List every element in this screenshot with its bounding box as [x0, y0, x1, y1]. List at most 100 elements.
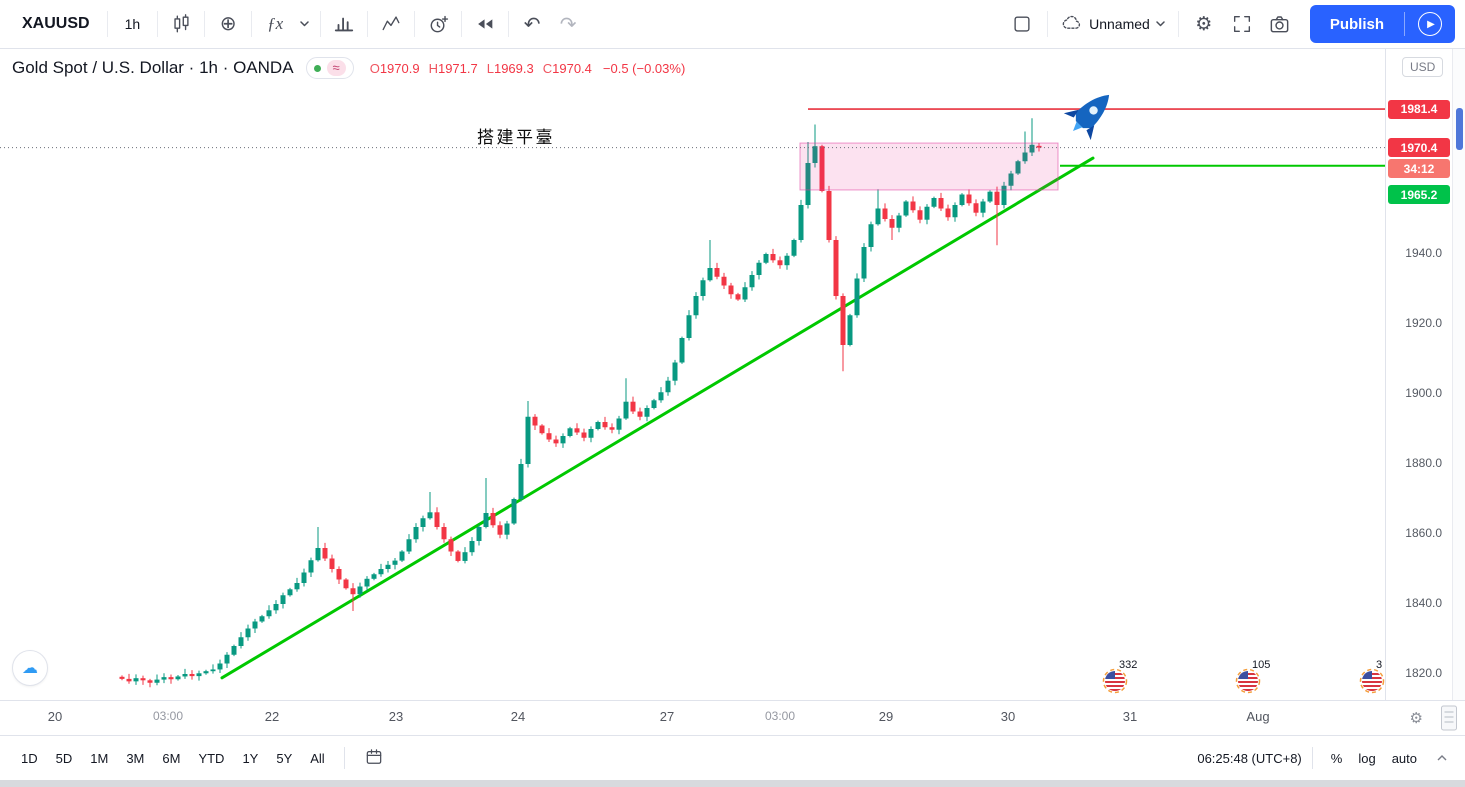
divider: [508, 11, 510, 37]
compare-icon: ⊕: [219, 13, 237, 35]
line-forecast-icon: [382, 16, 400, 31]
price-badge-countdown: 34:12: [1388, 159, 1450, 179]
timezone-clock[interactable]: 06:25:48 (UTC+8): [1197, 750, 1302, 766]
forecast-button[interactable]: [373, 5, 409, 43]
right-scroll-strip: [1452, 49, 1465, 700]
symbol-description[interactable]: Gold Spot / U.S. Dollar · 1h · OANDA: [12, 58, 294, 77]
calendar-icon: [366, 748, 381, 764]
cloud-sync-button[interactable]: ☁: [12, 650, 48, 686]
price-chart[interactable]: 332 105 3: [0, 49, 1385, 700]
divider: [461, 11, 463, 37]
panel-collapse-button[interactable]: [1431, 747, 1453, 769]
interval-button[interactable]: 1h: [124, 16, 141, 32]
indicators-button[interactable]: ƒx: [257, 5, 293, 43]
price-axis[interactable]: USD 1940.0 1920.0 1900.0 1880.0 1860.0 1840.0…: [1385, 49, 1452, 700]
economic-event-flag[interactable]: 332: [1102, 659, 1138, 694]
symbol-button[interactable]: XAUUSD: [22, 15, 90, 32]
range-5d-button[interactable]: 5D: [55, 750, 73, 766]
range-1m-button[interactable]: 1M: [90, 750, 109, 766]
price-tick: 1860.0: [1405, 526, 1442, 540]
layout-select-button[interactable]: [1004, 5, 1040, 43]
chart-legend: Gold Spot / U.S. Dollar · 1h · OANDA ≈ O…: [12, 57, 685, 79]
range-1d-button[interactable]: 1D: [21, 750, 38, 766]
publish-button[interactable]: Publish ▶: [1309, 5, 1455, 43]
approx-data-icon: ≈: [326, 60, 346, 76]
range-all-button[interactable]: All: [310, 750, 325, 766]
data-panel-toggle[interactable]: [1440, 704, 1458, 737]
rocket-icon[interactable]: [1060, 81, 1123, 144]
camera-icon: [1270, 15, 1289, 32]
high-value: H1971.7: [428, 60, 478, 76]
compare-button[interactable]: ⊕: [210, 5, 246, 43]
redo-button[interactable]: ↷: [550, 5, 586, 43]
chart-region: 332 105 3 Gold Spot / U.S. Dollar · 1h · O…: [0, 49, 1465, 700]
consolidation-zone-drawing[interactable]: [799, 142, 1059, 191]
scrollbar-thumb[interactable]: [1456, 108, 1463, 150]
price-badge-alert[interactable]: 1981.4: [1388, 99, 1450, 119]
time-axis-label: 29: [878, 709, 894, 724]
chart-style-button[interactable]: [163, 5, 199, 43]
range-1y-button[interactable]: 1Y: [242, 750, 259, 766]
range-5y-button[interactable]: 5Y: [276, 750, 293, 766]
price-tick: 1920.0: [1405, 316, 1442, 330]
window-edge-strip: [0, 780, 1465, 787]
divider: [106, 11, 108, 37]
cloud-save-icon: [1062, 15, 1081, 29]
panel-rows-icon: [1441, 705, 1457, 731]
alert-button[interactable]: [420, 5, 456, 43]
range-ytd-button[interactable]: YTD: [198, 750, 225, 766]
change-value: −0.5 (−0.03%): [602, 60, 686, 76]
undo-button[interactable]: ↶: [514, 5, 550, 43]
replay-button[interactable]: [467, 5, 503, 43]
divider: [1177, 11, 1179, 37]
goto-date-button[interactable]: [355, 742, 393, 775]
alert-clock-icon: [430, 15, 448, 32]
economic-event-flag[interactable]: 3: [1359, 659, 1385, 694]
fx-icon: ƒx: [267, 14, 284, 33]
price-badge-last: 1970.4: [1388, 138, 1450, 158]
time-axis-label: 30: [1000, 709, 1016, 724]
candles-layer: [119, 118, 1042, 688]
settings-button[interactable]: ⚙: [1186, 5, 1222, 43]
log-scale-button[interactable]: log: [1358, 750, 1376, 766]
divider: [1311, 747, 1313, 769]
top-toolbar: XAUUSD 1h ⊕ ƒx: [0, 0, 1465, 49]
price-tick: 1840.0: [1405, 596, 1442, 610]
time-axis-label: 03:00: [764, 709, 796, 723]
market-open-dot-icon: [313, 64, 321, 72]
divider: [414, 11, 416, 37]
indicators-dropdown[interactable]: [293, 5, 315, 43]
snapshot-button[interactable]: [1262, 5, 1298, 43]
cloud-icon: ☁: [22, 660, 38, 677]
layout-name-button[interactable]: Unnamed: [1055, 5, 1171, 43]
text-drawing-annotation[interactable]: 搭建平臺: [477, 128, 555, 147]
event-count-label: 3: [1376, 659, 1382, 671]
trendline-drawing[interactable]: [220, 156, 1095, 680]
price-tick: 1940.0: [1405, 246, 1442, 260]
bottom-toolbar: 1D 5D 1M 3M 6M YTD 1Y 5Y All 06:25:48 (U…: [0, 735, 1465, 780]
time-axis-label: 27: [659, 709, 675, 724]
gear-icon: ⚙: [1195, 13, 1213, 35]
market-status-pill[interactable]: ≈: [305, 57, 354, 79]
chevron-up-icon: [1437, 755, 1447, 761]
time-axis-label: 23: [388, 709, 404, 724]
price-badge-level[interactable]: 1965.2: [1388, 185, 1450, 205]
financials-button[interactable]: [326, 5, 362, 43]
currency-badge: USD: [1402, 57, 1444, 77]
fullscreen-button[interactable]: [1224, 5, 1260, 43]
divider: [343, 747, 345, 769]
open-value: O1970.9: [369, 60, 420, 76]
undo-icon: ↶: [523, 13, 541, 36]
auto-scale-button[interactable]: auto: [1391, 750, 1417, 766]
publish-label: Publish: [1329, 15, 1384, 33]
replay-rewind-icon: [478, 19, 493, 29]
close-value: C1970.4: [542, 60, 592, 76]
time-axis[interactable]: 20 03:00 22 23 24 27 03:00 29 30 31 Aug ⚙: [0, 700, 1465, 735]
range-6m-button[interactable]: 6M: [162, 750, 181, 766]
percent-scale-button[interactable]: %: [1330, 750, 1343, 766]
axis-gear-icon[interactable]: ⚙: [1409, 710, 1423, 727]
economic-event-flag[interactable]: 105: [1235, 659, 1271, 694]
publish-idea-button[interactable]: ▶: [1405, 5, 1455, 43]
range-3m-button[interactable]: 3M: [126, 750, 145, 766]
time-axis-label: 24: [510, 709, 526, 724]
